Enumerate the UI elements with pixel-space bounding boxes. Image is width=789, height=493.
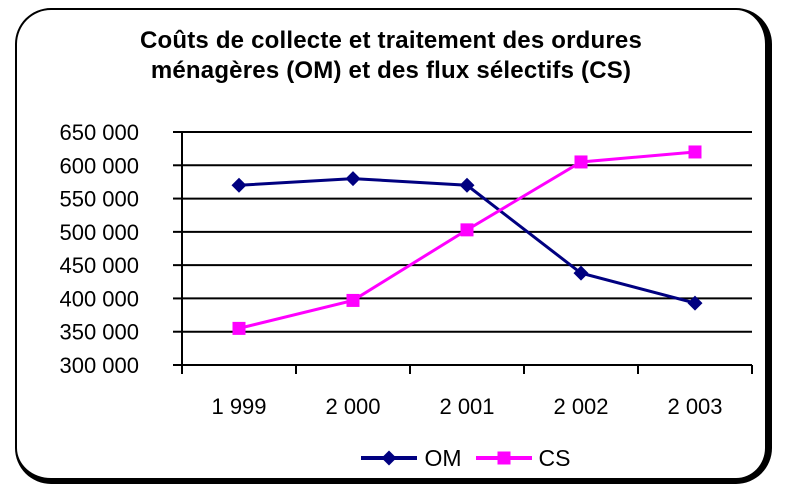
y-tick-label: 450 000 bbox=[59, 253, 139, 278]
om-series bbox=[231, 171, 703, 311]
y-tick-label: 400 000 bbox=[59, 286, 139, 311]
x-tick-label: 2 002 bbox=[553, 394, 608, 419]
y-tick-label: 350 000 bbox=[59, 320, 139, 345]
legend-label-cs: CS bbox=[538, 444, 571, 471]
x-axis-tick-labels: 1 999 2 000 2 001 2 002 2 003 bbox=[211, 394, 722, 419]
legend-item-om: OM bbox=[361, 444, 462, 472]
y-tick-label: 500 000 bbox=[59, 220, 139, 245]
axes bbox=[181, 132, 753, 374]
cs-series bbox=[232, 145, 702, 335]
cs-series-marker-icon bbox=[475, 451, 532, 465]
om-series-marker-icon bbox=[361, 450, 418, 466]
x-tick-label: 2 000 bbox=[325, 394, 380, 419]
x-tick-label: 2 001 bbox=[439, 394, 494, 419]
gridlines bbox=[173, 131, 752, 366]
y-tick-label: 600 000 bbox=[59, 153, 139, 178]
y-tick-label: 650 000 bbox=[59, 120, 139, 145]
y-axis-tick-labels: 300 000 350 000 400 000 450 000 500 000 550 0… bbox=[59, 120, 139, 378]
chart-frame: Coûts de collecte et traitement des ordu… bbox=[15, 8, 772, 484]
x-tick-label: 2 003 bbox=[667, 394, 722, 419]
line-chart-plot-area: 300 000 350 000 400 000 450 000 500 000 550 0… bbox=[59, 120, 753, 419]
chart-legend: OM CS bbox=[180, 443, 752, 473]
y-tick-label: 550 000 bbox=[59, 187, 139, 212]
legend-item-cs: CS bbox=[475, 444, 571, 472]
chart-title: Coûts de collecte et traitement des ordu… bbox=[139, 27, 643, 84]
legend-label-om: OM bbox=[424, 444, 462, 471]
x-tick-label: 1 999 bbox=[211, 394, 266, 419]
y-tick-label: 300 000 bbox=[59, 353, 139, 378]
